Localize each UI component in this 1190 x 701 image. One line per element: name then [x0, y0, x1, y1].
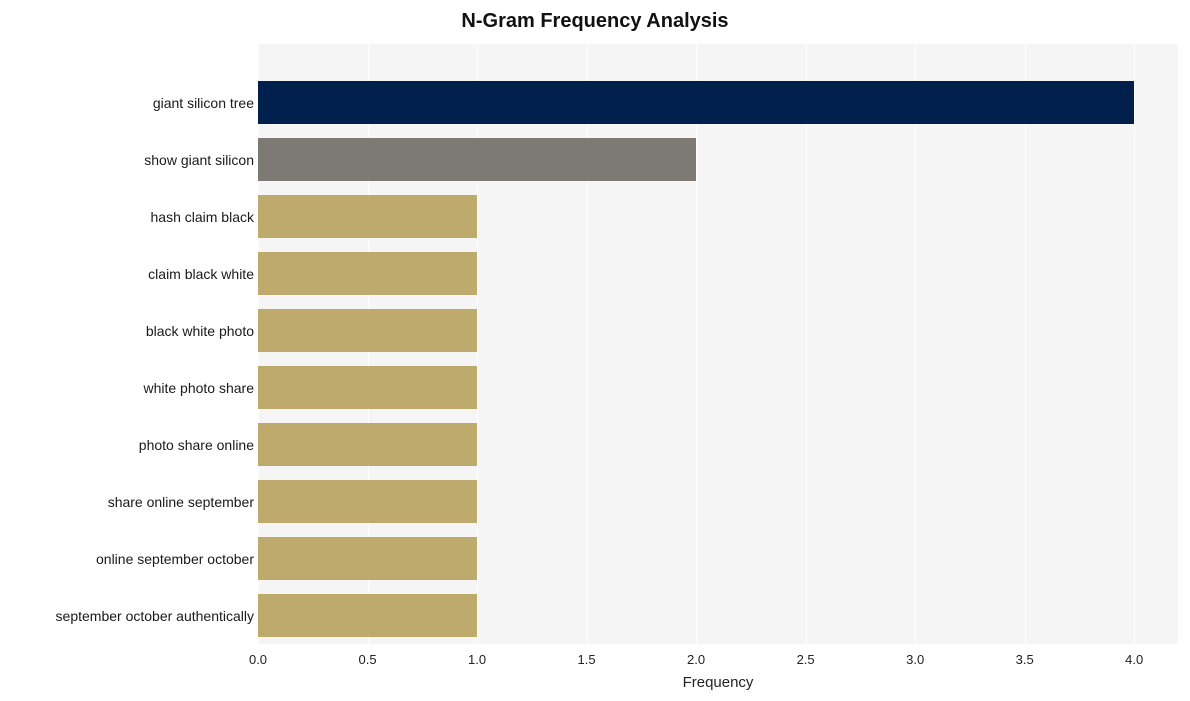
y-axis-label: september october authentically	[14, 609, 254, 623]
y-axis-label: photo share online	[14, 438, 254, 452]
x-axis-tick: 2.5	[797, 652, 815, 667]
bar-slot	[258, 245, 1178, 302]
bar	[258, 594, 477, 638]
x-axis-title: Frequency	[258, 674, 1178, 691]
bar	[258, 309, 477, 353]
bar-slot	[258, 74, 1178, 131]
y-axis-label: claim black white	[14, 267, 254, 281]
bar-slot	[258, 416, 1178, 473]
bar	[258, 480, 477, 524]
chart-title: N-Gram Frequency Analysis	[8, 10, 1182, 33]
y-axis-label: share online september	[14, 495, 254, 509]
bar-slot	[258, 302, 1178, 359]
bar-slot	[258, 473, 1178, 530]
y-axis-label: white photo share	[14, 381, 254, 395]
bar	[258, 81, 1134, 125]
y-axis-label: show giant silicon	[14, 153, 254, 167]
y-axis-label: hash claim black	[14, 210, 254, 224]
bar-slot	[258, 131, 1178, 188]
x-axis-tick: 1.0	[468, 652, 486, 667]
x-axis-tick: 3.0	[906, 652, 924, 667]
y-axis-label: black white photo	[14, 324, 254, 338]
bar-slot	[258, 530, 1178, 587]
bar	[258, 252, 477, 296]
bar-slot	[258, 359, 1178, 416]
plot-area: Frequency	[258, 44, 1178, 644]
x-axis-tick: 1.5	[578, 652, 596, 667]
y-axis-label: online september october	[14, 552, 254, 566]
x-axis-tick: 4.0	[1125, 652, 1143, 667]
bar-slot	[258, 587, 1178, 644]
bar	[258, 423, 477, 467]
bar	[258, 366, 477, 410]
bar	[258, 195, 477, 239]
x-axis-tick: 0.0	[249, 652, 267, 667]
bar	[258, 138, 696, 182]
y-axis-label: giant silicon tree	[14, 96, 254, 110]
x-axis-tick: 0.5	[358, 652, 376, 667]
ngram-frequency-chart: N-Gram Frequency Analysis Frequency gian…	[8, 8, 1182, 693]
x-axis-tick: 3.5	[1016, 652, 1034, 667]
x-axis-tick: 2.0	[687, 652, 705, 667]
bar-slot	[258, 188, 1178, 245]
bar	[258, 537, 477, 581]
